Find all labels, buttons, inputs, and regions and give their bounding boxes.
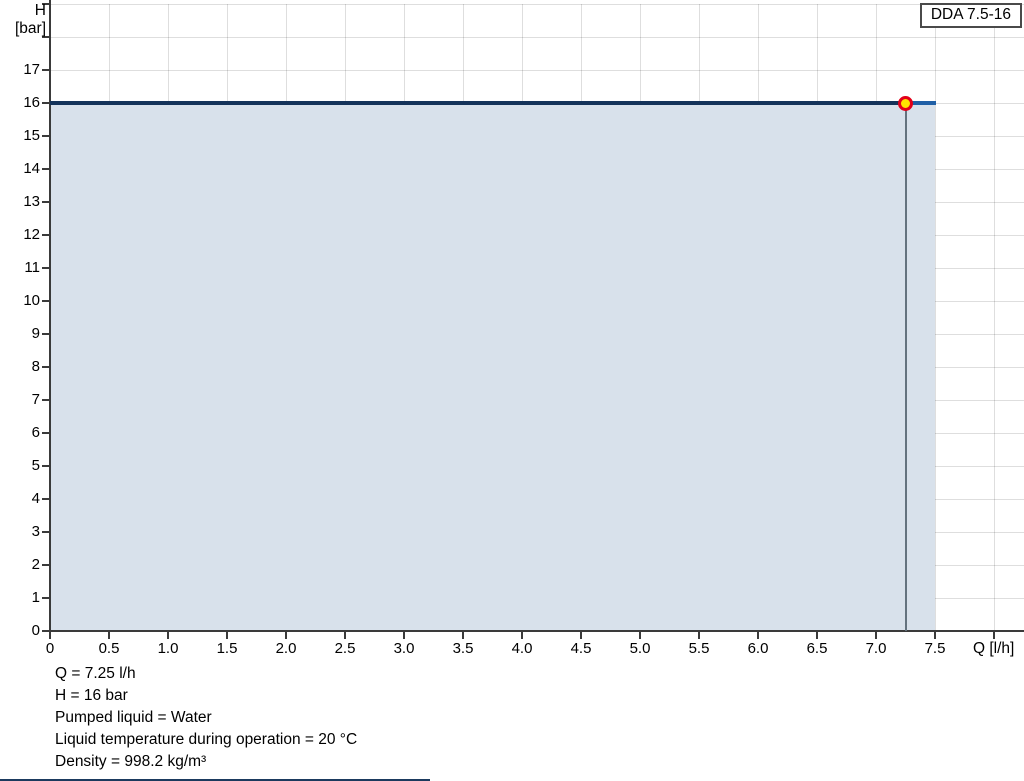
y-axis-tick [42, 234, 50, 236]
y-tick-label: 9 [31, 325, 40, 342]
y-axis-tick [42, 564, 50, 566]
y-tick-label: 5 [31, 457, 40, 474]
x-axis-tick [934, 632, 936, 639]
gridline [50, 36, 1024, 38]
y-tick-label: 13 [23, 193, 40, 210]
duty-info-liquid: Pumped liquid = Water [55, 709, 212, 726]
bottom-divider [0, 779, 430, 781]
x-axis-tick [757, 632, 759, 639]
y-tick-label: 8 [31, 358, 40, 375]
x-tick-label: 3.0 [393, 640, 415, 657]
y-axis-title-symbol: H [34, 2, 46, 19]
y-tick-label: 6 [31, 424, 40, 441]
gridline [50, 3, 1024, 5]
x-tick-label: 5.5 [688, 640, 710, 657]
x-axis-tick [875, 632, 877, 639]
duty-info-flow: Q = 7.25 l/h [55, 665, 136, 682]
y-axis-tick [42, 267, 50, 269]
y-tick-label: 14 [23, 160, 40, 177]
gridline [50, 69, 1024, 71]
y-axis-tick [42, 597, 50, 599]
legend-label: DDA 7.5-16 [930, 6, 1011, 23]
y-tick-label: 7 [31, 391, 40, 408]
y-axis-tick [42, 366, 50, 368]
x-tick-label: 3.5 [452, 640, 474, 657]
x-tick-label: 6.5 [806, 640, 828, 657]
x-axis-tick [344, 632, 346, 639]
x-axis-tick [108, 632, 110, 639]
x-tick-label: 1.5 [216, 640, 238, 657]
x-tick-label: 4.5 [570, 640, 592, 657]
curve-fill-area [50, 103, 935, 631]
duty-info-block: Q = 7.25 l/h H = 16 bar Pumped liquid = … [55, 663, 357, 773]
y-axis-tick [42, 432, 50, 434]
y-axis-tick [42, 36, 50, 38]
y-tick-label: 15 [23, 127, 40, 144]
x-tick-label: 1.0 [157, 640, 179, 657]
duty-info-density: Density = 998.2 kg/m³ [55, 753, 207, 770]
x-tick-label: 7.0 [865, 640, 887, 657]
x-axis-line [49, 630, 1024, 632]
y-axis-tick [42, 630, 50, 632]
y-axis-tick [42, 201, 50, 203]
x-tick-label: 2.5 [334, 640, 356, 657]
x-axis-tick [580, 632, 582, 639]
x-tick-label: 7.5 [924, 640, 946, 657]
y-tick-label: 12 [23, 226, 40, 243]
x-tick-label: 4.0 [511, 640, 533, 657]
x-tick-label: 5.0 [629, 640, 651, 657]
x-tick-label: 2.0 [275, 640, 297, 657]
y-tick-label: 4 [31, 490, 40, 507]
duty-info-temperature: Liquid temperature during operation = 20… [55, 731, 358, 748]
y-tick-label: 10 [23, 292, 40, 309]
y-tick-label: 0 [31, 622, 40, 639]
pump-curve-beyond-duty [905, 101, 936, 105]
y-tick-label: 1 [31, 589, 40, 606]
x-axis-tick [285, 632, 287, 639]
x-axis-tick [49, 632, 51, 639]
y-tick-label: 11 [24, 259, 40, 276]
y-axis-tick [42, 465, 50, 467]
x-tick-label: 0 [45, 640, 55, 657]
y-axis-tick [42, 69, 50, 71]
duty-info-head: H = 16 bar [55, 687, 128, 704]
y-tick-label: 3 [31, 523, 40, 540]
x-tick-label: 0.5 [98, 640, 120, 657]
gridline [934, 4, 936, 631]
pump-curve [50, 101, 906, 105]
y-tick-label: 17 [23, 61, 40, 78]
y-axis-title-unit: [bar] [14, 20, 46, 37]
y-axis-tick [42, 168, 50, 170]
duty-point-line [904, 103, 907, 631]
y-axis-tick [42, 300, 50, 302]
y-axis-tick [42, 498, 50, 500]
duty-point-marker[interactable] [898, 95, 913, 111]
y-axis-tick [42, 333, 50, 335]
x-tick-label: 6.0 [747, 640, 769, 657]
y-axis-tick [42, 399, 50, 401]
x-axis-tick [993, 632, 995, 639]
x-axis-tick [403, 632, 405, 639]
legend-box[interactable]: DDA 7.5-16 [919, 3, 1022, 28]
gridline [993, 4, 995, 631]
y-axis-tick [42, 3, 50, 5]
x-axis-tick [462, 632, 464, 639]
y-tick-label: 16 [23, 94, 40, 111]
x-axis-tick [816, 632, 818, 639]
x-axis-tick [521, 632, 523, 639]
x-axis-tick [226, 632, 228, 639]
y-axis-title: H [bar] [0, 2, 46, 38]
x-axis-tick [167, 632, 169, 639]
y-axis-tick [42, 135, 50, 137]
y-axis-tick [42, 531, 50, 533]
x-axis-title: Q [l/h] [973, 640, 1015, 657]
y-axis-line [49, 0, 51, 633]
x-axis-tick [698, 632, 700, 639]
x-axis-tick [639, 632, 641, 639]
y-axis-tick [42, 102, 50, 104]
y-tick-label: 2 [31, 556, 40, 573]
